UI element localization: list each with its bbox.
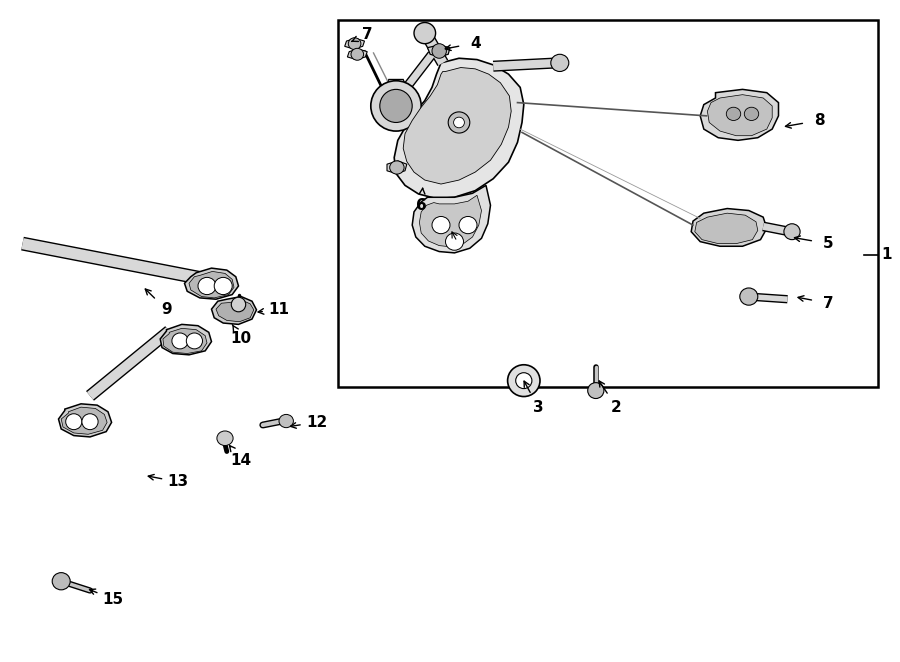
- Ellipse shape: [744, 107, 759, 120]
- Ellipse shape: [390, 161, 404, 174]
- Ellipse shape: [588, 383, 604, 399]
- Ellipse shape: [726, 107, 741, 120]
- Polygon shape: [403, 68, 511, 184]
- Polygon shape: [707, 95, 772, 136]
- Text: 7: 7: [362, 27, 373, 42]
- Ellipse shape: [172, 333, 188, 349]
- Ellipse shape: [432, 216, 450, 234]
- Polygon shape: [691, 209, 767, 246]
- Polygon shape: [212, 297, 256, 324]
- Text: 10: 10: [230, 332, 252, 346]
- Text: 4: 4: [470, 36, 481, 50]
- Ellipse shape: [454, 117, 464, 128]
- Ellipse shape: [348, 38, 361, 50]
- Text: 3: 3: [533, 400, 544, 414]
- Text: 5: 5: [823, 236, 833, 251]
- Text: 1: 1: [881, 248, 892, 262]
- Polygon shape: [387, 161, 407, 173]
- Ellipse shape: [446, 233, 464, 250]
- Polygon shape: [216, 300, 254, 322]
- Polygon shape: [695, 213, 758, 244]
- Ellipse shape: [198, 277, 216, 295]
- Ellipse shape: [217, 431, 233, 446]
- Ellipse shape: [66, 414, 82, 430]
- Polygon shape: [700, 89, 778, 140]
- Polygon shape: [163, 328, 207, 354]
- Ellipse shape: [214, 277, 232, 295]
- Polygon shape: [189, 271, 234, 298]
- Ellipse shape: [231, 297, 246, 312]
- Ellipse shape: [52, 573, 70, 590]
- Ellipse shape: [432, 44, 446, 58]
- Polygon shape: [347, 49, 367, 60]
- Text: 7: 7: [823, 296, 833, 310]
- Ellipse shape: [551, 54, 569, 71]
- Ellipse shape: [508, 365, 540, 397]
- Ellipse shape: [516, 373, 532, 389]
- Ellipse shape: [784, 224, 800, 240]
- Polygon shape: [412, 185, 490, 253]
- Polygon shape: [345, 38, 364, 49]
- Ellipse shape: [371, 81, 421, 131]
- Ellipse shape: [459, 216, 477, 234]
- Ellipse shape: [380, 89, 412, 122]
- Text: 11: 11: [268, 303, 290, 317]
- Text: 6: 6: [416, 198, 427, 213]
- Text: 14: 14: [230, 453, 252, 467]
- Ellipse shape: [448, 112, 470, 133]
- Polygon shape: [58, 404, 112, 437]
- Ellipse shape: [279, 414, 293, 428]
- Polygon shape: [382, 79, 410, 103]
- Polygon shape: [428, 45, 450, 57]
- Ellipse shape: [186, 333, 202, 349]
- Polygon shape: [394, 58, 524, 199]
- Polygon shape: [419, 195, 482, 247]
- Text: 13: 13: [167, 475, 189, 489]
- Polygon shape: [160, 324, 212, 355]
- Ellipse shape: [82, 414, 98, 430]
- Text: 9: 9: [161, 303, 172, 317]
- Ellipse shape: [351, 48, 364, 60]
- Text: 12: 12: [306, 415, 328, 430]
- Bar: [338, 20, 878, 387]
- Polygon shape: [61, 407, 107, 434]
- Ellipse shape: [414, 23, 436, 44]
- Text: 15: 15: [102, 592, 123, 606]
- Polygon shape: [184, 268, 239, 299]
- Ellipse shape: [740, 288, 758, 305]
- Text: 2: 2: [611, 400, 622, 414]
- Text: 8: 8: [814, 113, 824, 128]
